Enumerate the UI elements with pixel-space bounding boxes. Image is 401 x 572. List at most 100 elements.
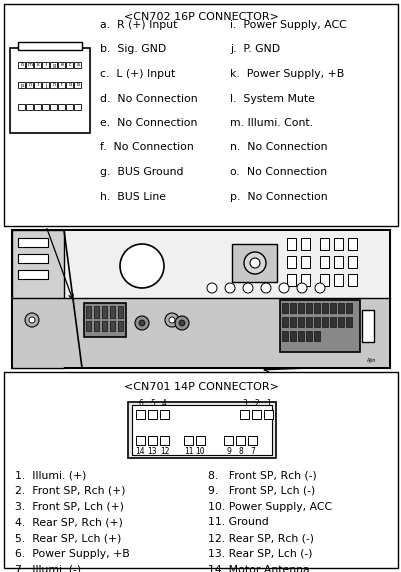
Bar xyxy=(43,82,49,88)
Text: 12. Rear SP, Rch (-): 12. Rear SP, Rch (-) xyxy=(207,533,313,543)
Text: 11: 11 xyxy=(183,447,193,456)
Bar xyxy=(333,274,342,286)
Bar xyxy=(13,231,388,299)
Text: o.  No Connection: o. No Connection xyxy=(229,167,326,177)
Bar xyxy=(86,321,91,331)
Bar xyxy=(281,317,287,327)
Bar xyxy=(235,436,244,445)
Bar xyxy=(84,303,126,337)
Bar xyxy=(333,256,342,268)
Bar xyxy=(329,317,335,327)
Bar xyxy=(361,310,373,342)
Circle shape xyxy=(139,320,145,326)
Bar xyxy=(263,410,272,419)
Bar xyxy=(59,82,65,88)
Bar xyxy=(196,436,205,445)
Text: k.  Power Supply, +B: k. Power Supply, +B xyxy=(229,69,343,79)
Text: 5: 5 xyxy=(150,399,154,408)
Bar xyxy=(337,317,343,327)
Bar xyxy=(18,238,48,247)
Bar xyxy=(300,274,309,286)
Circle shape xyxy=(243,252,265,274)
Bar xyxy=(59,62,65,68)
Bar xyxy=(148,436,157,445)
Bar xyxy=(251,410,260,419)
Text: 14. Motor Antenna: 14. Motor Antenna xyxy=(207,565,309,572)
Bar xyxy=(118,306,123,318)
Text: l: l xyxy=(37,82,38,88)
Bar xyxy=(321,317,327,327)
Bar xyxy=(300,256,309,268)
Text: d: d xyxy=(68,82,71,88)
Bar xyxy=(94,321,99,331)
Bar xyxy=(289,303,295,313)
Text: 7.  Illumi. (-): 7. Illumi. (-) xyxy=(15,565,81,572)
Text: a: a xyxy=(76,62,79,67)
Bar xyxy=(286,238,295,250)
Bar xyxy=(345,317,351,327)
Bar xyxy=(102,321,107,331)
Text: 6: 6 xyxy=(138,399,143,408)
Circle shape xyxy=(135,316,149,330)
Bar xyxy=(18,254,48,263)
Circle shape xyxy=(174,316,188,330)
Text: n.  No Connection: n. No Connection xyxy=(229,142,327,153)
Bar xyxy=(110,321,115,331)
Text: h.  BUS Line: h. BUS Line xyxy=(100,192,166,201)
Text: 1.  Illumi. (+): 1. Illumi. (+) xyxy=(15,470,86,480)
Bar xyxy=(110,306,115,318)
Text: 13. Rear SP, Lch (-): 13. Rear SP, Lch (-) xyxy=(207,549,312,559)
Text: 1: 1 xyxy=(265,399,270,408)
Circle shape xyxy=(299,313,313,327)
Circle shape xyxy=(296,283,306,293)
Bar xyxy=(286,274,295,286)
Text: 3.  Front SP, Lch (+): 3. Front SP, Lch (+) xyxy=(15,502,124,511)
Bar xyxy=(289,331,295,341)
Circle shape xyxy=(314,283,324,293)
Bar xyxy=(321,303,327,313)
Circle shape xyxy=(168,317,174,323)
Bar xyxy=(289,317,295,327)
Bar xyxy=(136,436,145,445)
Bar xyxy=(337,303,343,313)
Bar xyxy=(26,104,33,110)
Text: AJin: AJin xyxy=(367,358,376,363)
Bar xyxy=(313,331,319,341)
Text: i.  Power Supply, ACC: i. Power Supply, ACC xyxy=(229,20,346,30)
Text: j.  P. GND: j. P. GND xyxy=(229,45,279,54)
Bar xyxy=(18,270,48,279)
Bar xyxy=(184,436,192,445)
Text: g: g xyxy=(52,62,55,67)
Text: d.  No Connection: d. No Connection xyxy=(100,93,197,104)
Bar xyxy=(18,42,82,50)
Text: 10. Power Supply, ACC: 10. Power Supply, ACC xyxy=(207,502,331,511)
Bar xyxy=(319,238,328,250)
Bar xyxy=(86,306,91,318)
Bar xyxy=(43,104,49,110)
Bar xyxy=(74,104,81,110)
Text: i: i xyxy=(45,62,47,67)
Text: 8: 8 xyxy=(237,447,242,456)
Text: <CN702 16P CONNECTOR>: <CN702 16P CONNECTOR> xyxy=(123,12,278,22)
Circle shape xyxy=(29,317,35,323)
Text: 3: 3 xyxy=(241,399,246,408)
Bar xyxy=(297,317,303,327)
Bar xyxy=(247,436,256,445)
Bar xyxy=(10,48,90,133)
Circle shape xyxy=(164,313,178,327)
Bar xyxy=(239,410,248,419)
Text: 12: 12 xyxy=(159,447,169,456)
Bar xyxy=(160,410,168,419)
Bar xyxy=(313,303,319,313)
Bar xyxy=(286,256,295,268)
Text: k: k xyxy=(36,62,39,67)
Bar xyxy=(128,402,275,458)
Circle shape xyxy=(25,313,39,327)
Bar xyxy=(305,303,311,313)
Bar xyxy=(136,410,145,419)
Bar xyxy=(231,244,276,282)
Bar xyxy=(319,256,328,268)
Text: g.  BUS Ground: g. BUS Ground xyxy=(100,167,183,177)
Circle shape xyxy=(225,283,235,293)
Text: j: j xyxy=(45,82,47,88)
